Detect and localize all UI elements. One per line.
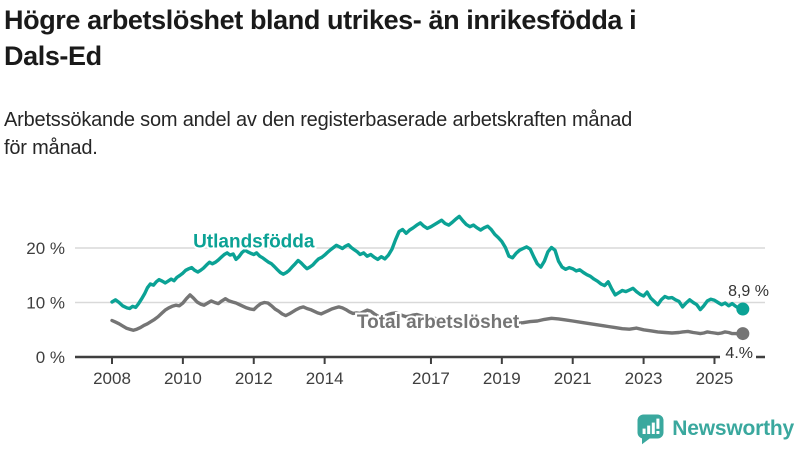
y-tick-label-20: 20 %: [26, 239, 65, 258]
x-tick-label-2010: 2010: [164, 369, 202, 388]
x-tick-label-2008: 2008: [93, 369, 131, 388]
y-tick-label-0: 0 %: [36, 348, 65, 367]
x-tick-label-2021: 2021: [554, 369, 592, 388]
series-label-0: Total arbetslöshet: [357, 312, 520, 333]
series-line-1: [110, 214, 745, 312]
x-tick-label-2014: 2014: [306, 369, 344, 388]
end-value-label-total: 4.%: [725, 345, 753, 362]
end-value-label-bg: [720, 343, 756, 360]
end-value-label-utlandsfodda: 8,9 %: [728, 283, 769, 300]
series-end-dot-0: [736, 327, 750, 341]
newsworthy-logo-text: Newsworthy: [672, 417, 794, 440]
x-tick-label-2012: 2012: [235, 369, 273, 388]
newsworthy-logo: Newsworthy: [637, 412, 794, 446]
newsworthy-logo-icon: [637, 414, 664, 444]
series-end-dot-1: [736, 302, 750, 316]
page-title: Högre arbetslöshet bland utrikes- än inr…: [4, 2, 784, 74]
x-tick-label-2017: 2017: [412, 369, 450, 388]
series-label-1: Utlandsfödda: [193, 231, 315, 252]
x-tick-label-2023: 2023: [625, 369, 663, 388]
x-tick-label-2025: 2025: [696, 369, 734, 388]
chart-subtitle: Arbetssökande som andel av den registerb…: [4, 106, 794, 162]
x-tick-label-2019: 2019: [483, 369, 521, 388]
subtitle-line-2: för månad.: [4, 137, 98, 159]
series-line-0: [110, 293, 745, 336]
title-line-2: Dals-Ed: [4, 41, 102, 71]
y-tick-label-10: 10 %: [26, 294, 65, 313]
subtitle-line-1: Arbetssökande som andel av den registerb…: [4, 109, 633, 131]
title-line-1: Högre arbetslöshet bland utrikes- än inr…: [4, 5, 637, 35]
